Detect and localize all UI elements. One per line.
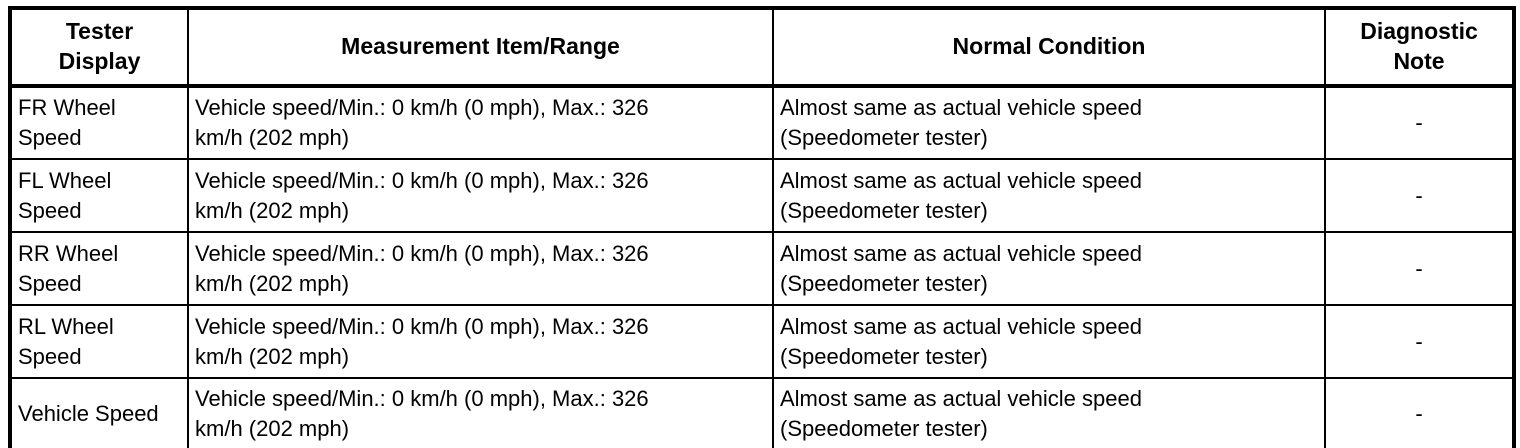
cell-diagnostic-note: - [1324, 231, 1515, 306]
cell-measurement: Vehicle speed/Min.: 0 km/h (0 mph), Max.… [187, 377, 774, 448]
table-row: FR Wheel Speed Vehicle speed/Min.: 0 km/… [9, 85, 1515, 160]
cell-diagnostic-note: - [1324, 377, 1515, 448]
cell-measurement: Vehicle speed/Min.: 0 km/h (0 mph), Max.… [187, 158, 774, 233]
table-row: RL Wheel Speed Vehicle speed/Min.: 0 km/… [9, 304, 1515, 379]
cell-tester-display: FL Wheel Speed [9, 158, 189, 233]
column-header-tester-display: Tester Display [9, 7, 189, 88]
table-header: Tester Display Measurement Item/Range No… [9, 7, 1515, 88]
cell-tester-display: RL Wheel Speed [9, 304, 189, 379]
cell-diagnostic-note: - [1324, 85, 1515, 160]
column-header-measurement-item-range: Measurement Item/Range [187, 7, 774, 88]
cell-tester-display: Vehicle Speed [9, 377, 189, 448]
cell-measurement: Vehicle speed/Min.: 0 km/h (0 mph), Max.… [187, 85, 774, 160]
table-row: FL Wheel Speed Vehicle speed/Min.: 0 km/… [9, 158, 1515, 233]
cell-tester-display: FR Wheel Speed [9, 85, 189, 160]
cell-measurement: Vehicle speed/Min.: 0 km/h (0 mph), Max.… [187, 231, 774, 306]
table-row: RR Wheel Speed Vehicle speed/Min.: 0 km/… [9, 231, 1515, 306]
header-row: Tester Display Measurement Item/Range No… [9, 7, 1515, 88]
column-header-diagnostic-note: Diagnostic Note [1324, 7, 1515, 88]
cell-measurement: Vehicle speed/Min.: 0 km/h (0 mph), Max.… [187, 304, 774, 379]
cell-normal-condition: Almost same as actual vehicle speed (Spe… [772, 158, 1326, 233]
cell-normal-condition: Almost same as actual vehicle speed (Spe… [772, 304, 1326, 379]
cell-normal-condition: Almost same as actual vehicle speed (Spe… [772, 231, 1326, 306]
table-row: Vehicle Speed Vehicle speed/Min.: 0 km/h… [9, 377, 1515, 448]
cell-normal-condition: Almost same as actual vehicle speed (Spe… [772, 377, 1326, 448]
cell-diagnostic-note: - [1324, 158, 1515, 233]
cell-normal-condition: Almost same as actual vehicle speed (Spe… [772, 85, 1326, 160]
diagnostic-spec-table: Tester Display Measurement Item/Range No… [8, 6, 1516, 448]
cell-diagnostic-note: - [1324, 304, 1515, 379]
cell-tester-display: RR Wheel Speed [9, 231, 189, 306]
table-body: FR Wheel Speed Vehicle speed/Min.: 0 km/… [9, 85, 1515, 448]
column-header-normal-condition: Normal Condition [772, 7, 1326, 88]
